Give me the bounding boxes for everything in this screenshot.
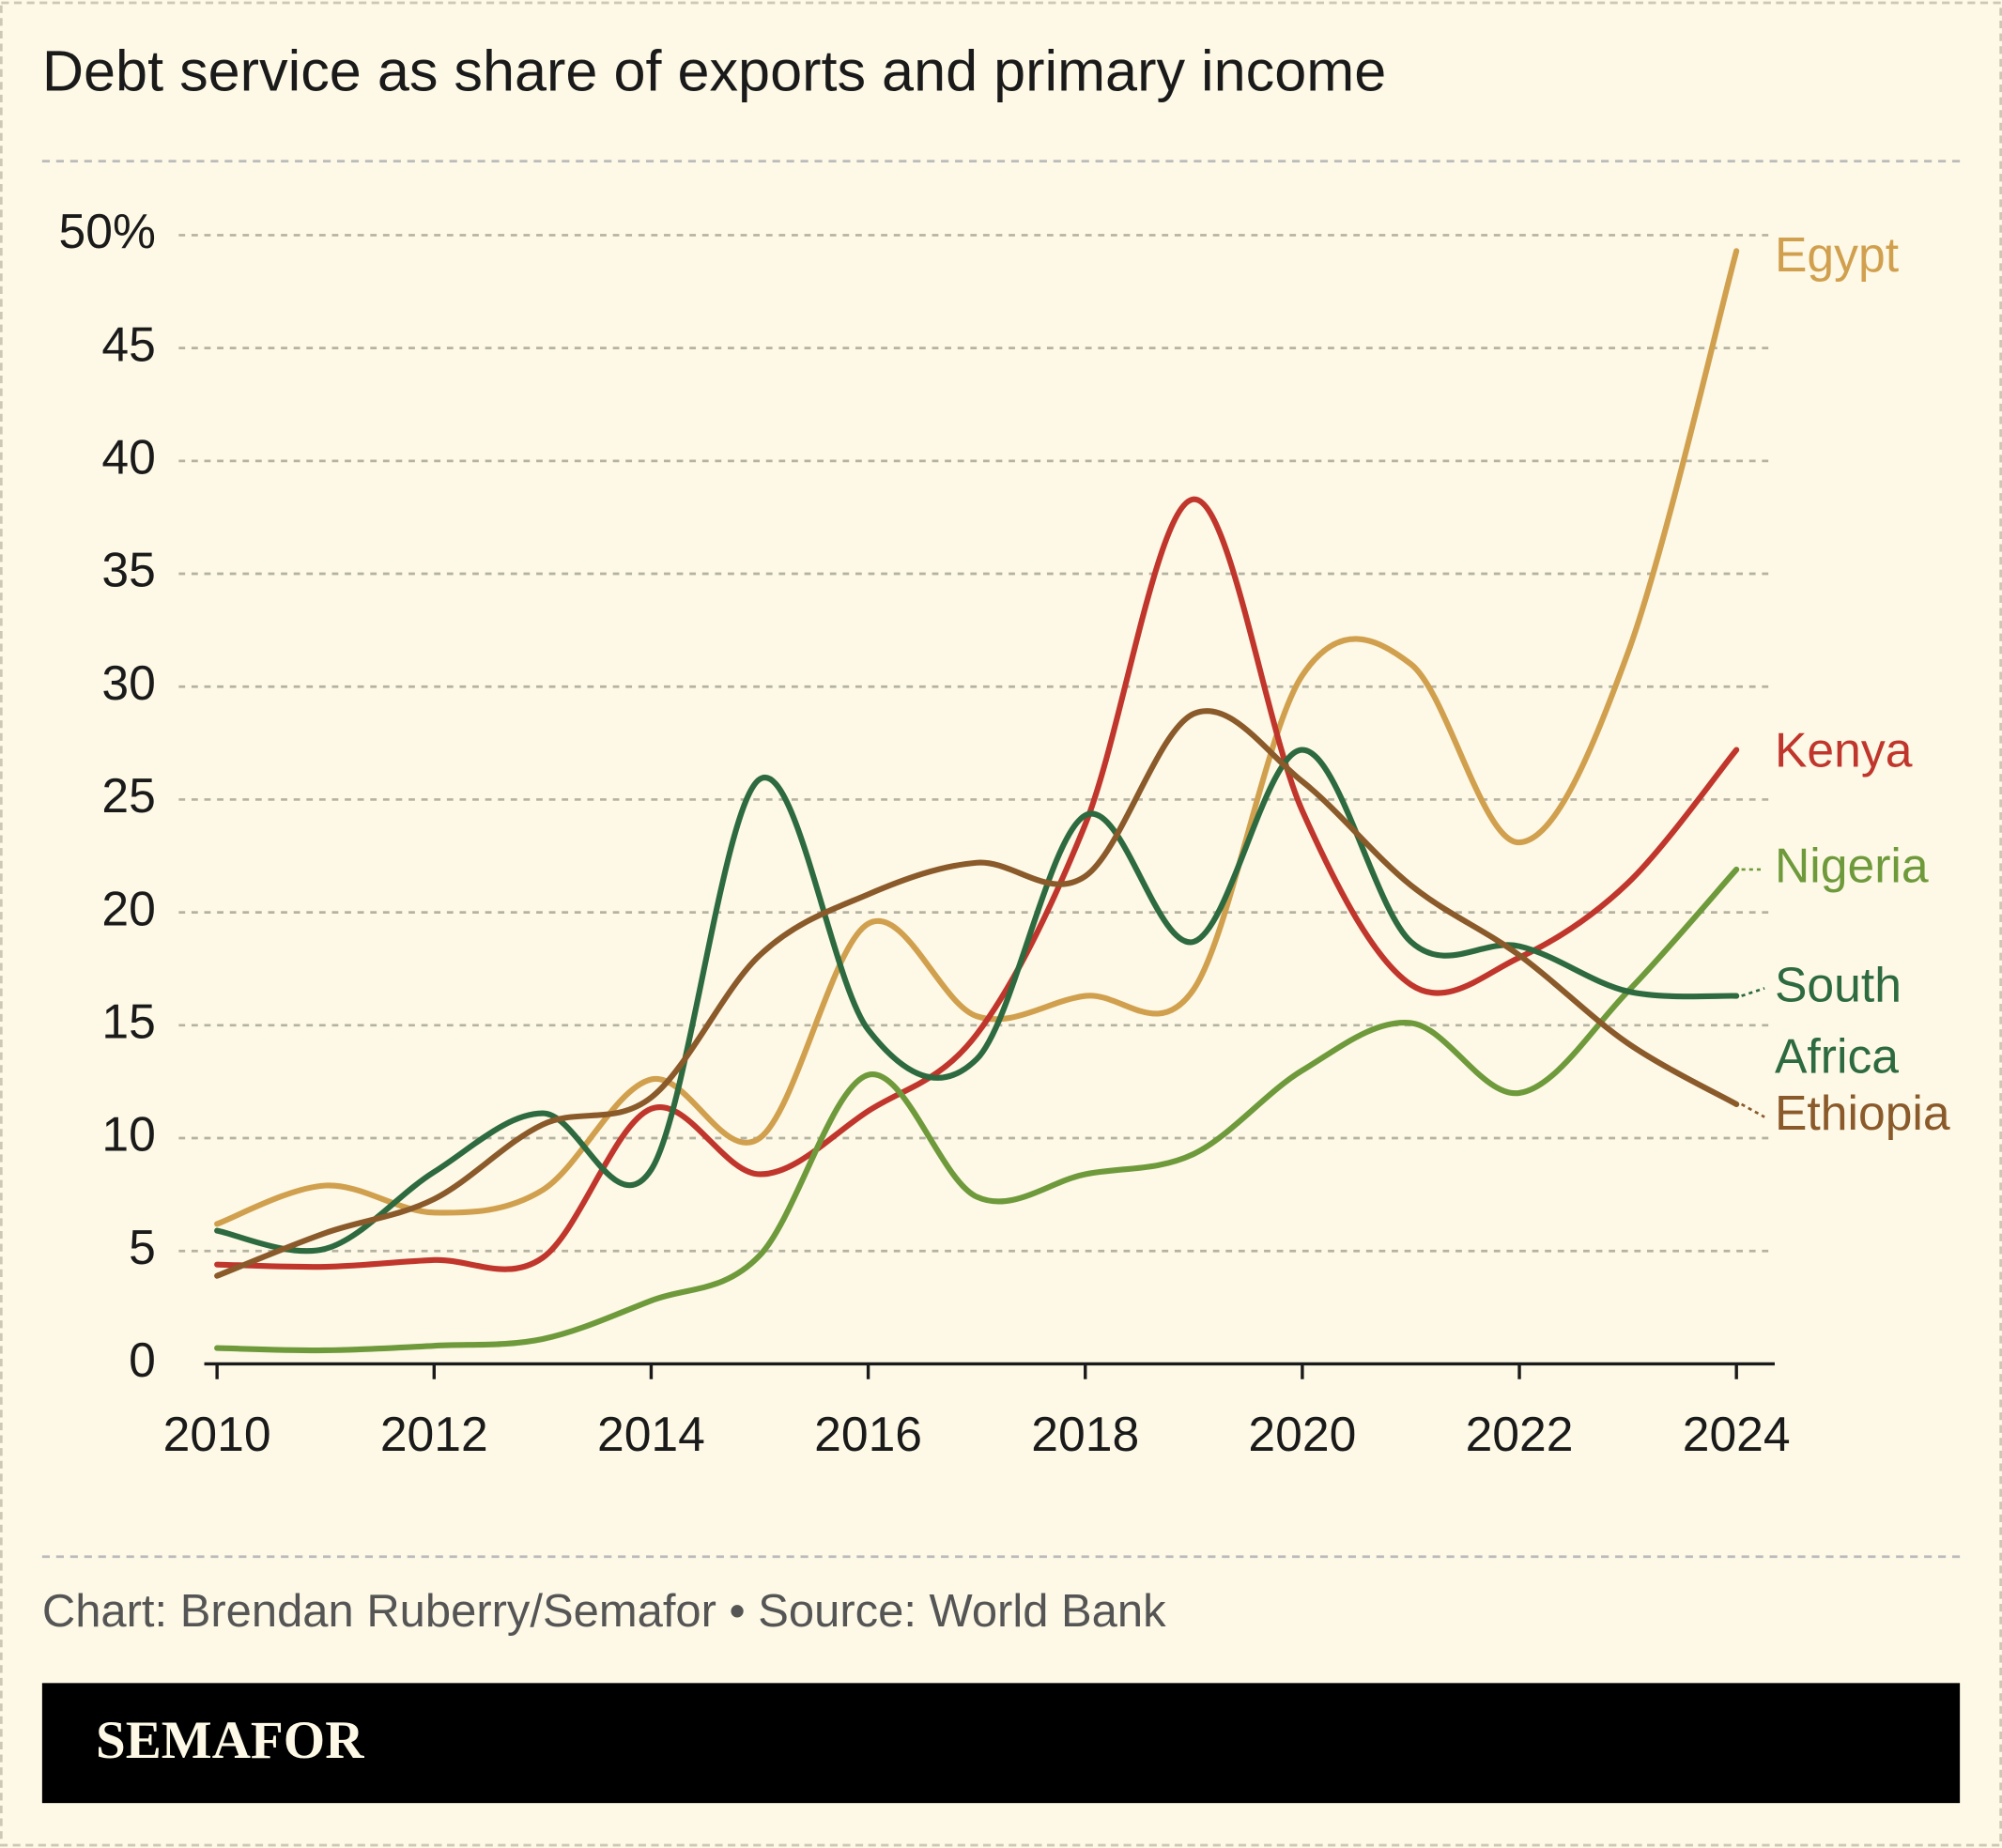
x-tick-label: 2016 bbox=[814, 1407, 922, 1461]
chart-title: Debt service as share of exports and pri… bbox=[42, 39, 1386, 103]
series-line bbox=[214, 866, 1740, 1354]
series-label: Nigeria bbox=[1775, 839, 1929, 893]
series-line bbox=[214, 248, 1740, 1227]
plot: 0 5 10 15 20 25 30 35 40 45 50% 2010 2012 2014 2016 201… bbox=[58, 204, 1949, 1461]
y-tick-label: 25 bbox=[101, 768, 155, 823]
source-note: Chart: Brendan Ruberry/Semafor • Source:… bbox=[42, 1586, 1166, 1637]
y-tick-label: 50% bbox=[58, 204, 155, 258]
brand-bar bbox=[41, 1683, 1961, 1804]
x-tick-label: 2018 bbox=[1031, 1407, 1139, 1461]
series-label: Kenya bbox=[1775, 722, 1913, 777]
y-tick-label: 15 bbox=[101, 993, 155, 1048]
y-tick-label: 45 bbox=[101, 316, 155, 371]
y-tick-label: 10 bbox=[101, 1107, 155, 1162]
y-tick-label: 40 bbox=[101, 429, 155, 484]
series-label: Egypt bbox=[1775, 227, 1899, 282]
y-tick-label: 0 bbox=[129, 1332, 156, 1387]
series-line bbox=[214, 496, 1740, 1272]
x-tick-label: 2020 bbox=[1248, 1407, 1356, 1461]
series-label: Ethiopia bbox=[1775, 1086, 1950, 1140]
brand: SEMAFOR bbox=[96, 1711, 364, 1770]
x-tick-label: 2010 bbox=[163, 1407, 271, 1461]
x-tick-label: 2022 bbox=[1466, 1407, 1574, 1461]
y-tick-label: 35 bbox=[101, 543, 155, 597]
series-line bbox=[214, 708, 1740, 1279]
series-line bbox=[214, 747, 1740, 1255]
y-tick-label: 20 bbox=[101, 881, 155, 935]
x-tick-label: 2012 bbox=[380, 1407, 488, 1461]
x-tick-label: 2014 bbox=[597, 1407, 705, 1461]
x-tick-label: 2024 bbox=[1683, 1407, 1791, 1461]
y-tick-label: 5 bbox=[129, 1220, 156, 1274]
series-label: South Africa bbox=[1775, 957, 1902, 1083]
y-tick-label: 30 bbox=[101, 655, 155, 710]
